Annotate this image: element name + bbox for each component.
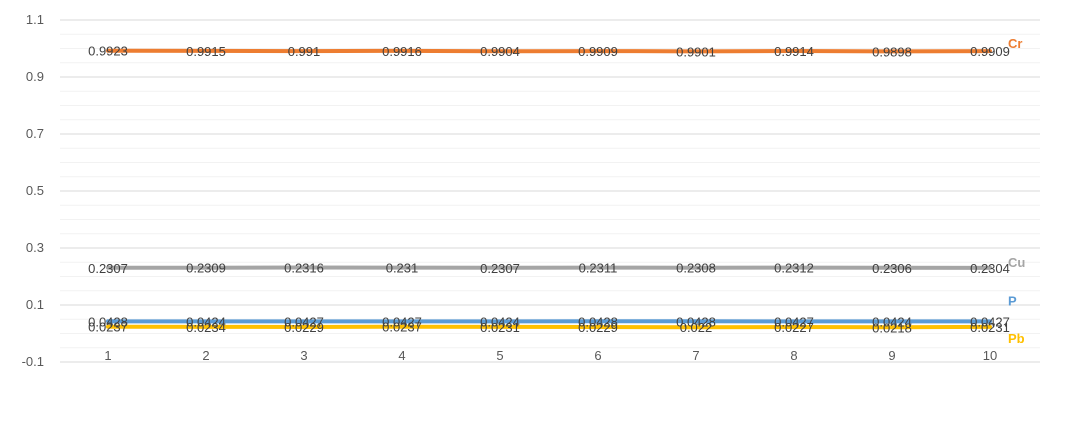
data-label-cu: 0.2306 [872,261,912,276]
data-label-p: 0.0424 [480,314,520,329]
data-label-cr: 0.9916 [382,44,422,59]
data-label-pb: 0.0227 [774,320,814,335]
data-label-cr: 0.991 [288,44,321,59]
data-label-cr: 0.9909 [578,44,618,59]
x-tick-label: 9 [888,348,895,363]
data-label-pb: 0.0237 [382,320,422,335]
y-tick-label: 0.1 [26,297,44,312]
series-tag-cu: Cu [1008,255,1025,270]
gridlines [60,19,1040,363]
data-labels: 0.9923 0.9915 0.991 0.9916 0.9904 0.9909 0.990… [88,44,1010,336]
data-label-pb: 0.0229 [578,320,618,335]
x-tick-label: 6 [594,348,601,363]
y-tick-label: -0.1 [22,354,44,369]
data-label-cr: 0.9914 [774,44,814,59]
data-label-cr: 0.9901 [676,44,716,59]
x-tick-label: 1 [104,348,111,363]
series-name-tags: Cr Cu P Pb [1008,36,1025,346]
data-label-cu: 0.2307 [88,261,128,276]
data-label-cr: 0.9923 [88,44,128,59]
series-line-pb [106,324,992,330]
data-label-p: 0.0424 [872,314,912,329]
y-tick-label: 0.5 [26,183,44,198]
x-tick-label: 8 [790,348,797,363]
y-tick-label: 0.9 [26,69,44,84]
data-label-cr: 0.9898 [872,44,912,59]
data-label-cu: 0.2312 [774,261,814,276]
data-label-p: 0.0427 [774,314,814,329]
data-label-pb: 0.0218 [872,320,912,335]
data-label-p: 0.0428 [88,314,128,329]
data-label-p: 0.0427 [970,314,1010,329]
x-tick-label: 2 [202,348,209,363]
data-label-cr: 0.9915 [186,44,226,59]
x-tick-label: 3 [300,348,307,363]
data-label-pb: 0.0234 [186,320,226,335]
data-label-cu: 0.2311 [579,261,618,276]
data-label-pb: 0.0231 [480,320,520,335]
y-tick-label: 0.3 [26,240,44,255]
data-label-p: 0.0428 [578,314,618,329]
data-label-cu: 0.2316 [284,260,324,275]
data-label-p: 0.0427 [382,314,422,329]
data-label-pb: 0.022 [680,320,713,335]
data-label-cu: 0.2309 [186,261,226,276]
data-label-p: 0.0428 [676,314,716,329]
series-tag-pb: Pb [1008,331,1025,346]
data-label-cu: 0.231 [386,261,419,276]
y-tick-label: 0.7 [26,126,44,141]
data-label-pb: 0.0229 [284,320,324,335]
data-label-pb: 0.0231 [970,320,1010,335]
data-label-cr: 0.9909 [970,44,1010,59]
data-label-cu: 0.2304 [970,261,1010,276]
y-tick-label: 1.1 [26,12,44,27]
x-tick-label: 7 [692,348,699,363]
series-tag-p: P [1008,293,1017,308]
series-line-cr [106,48,992,54]
series-tag-cr: Cr [1008,36,1022,51]
data-label-cu: 0.2308 [676,261,716,276]
data-label-cr: 0.9904 [480,44,520,59]
y-axis-ticks: -0.1 0.1 0.3 0.5 0.7 0.9 1.1 [22,12,44,369]
data-label-p: 0.0427 [284,314,324,329]
x-axis-ticks: 1 2 3 4 5 6 7 8 9 10 [104,348,997,363]
x-tick-label: 4 [398,348,405,363]
x-tick-label: 10 [983,348,997,363]
series-lines [106,48,992,330]
data-label-cu: 0.2307 [480,261,520,276]
x-tick-label: 5 [496,348,503,363]
data-label-pb: 0.0237 [88,320,128,335]
data-label-p: 0.0424 [186,314,226,329]
